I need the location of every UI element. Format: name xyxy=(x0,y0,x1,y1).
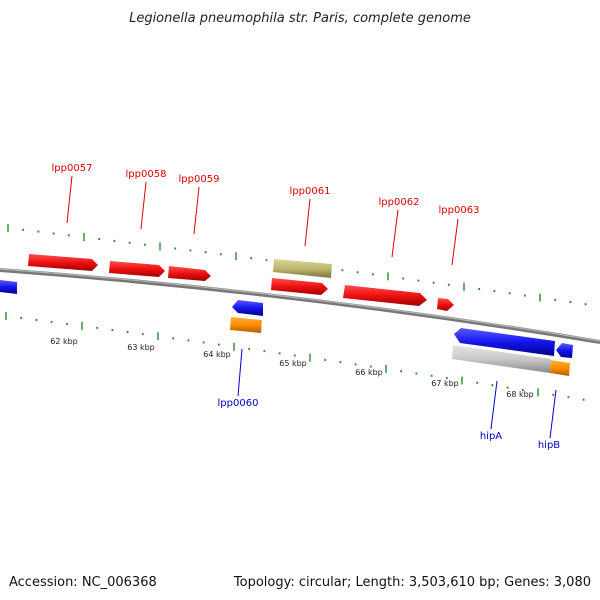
scale-label-65kbp: 65 kbp xyxy=(279,359,307,368)
forward-leader-lines xyxy=(66,175,459,266)
forward-genes xyxy=(28,254,332,281)
reverse-genes xyxy=(230,300,573,376)
gene-lpp0058-arrow[interactable] xyxy=(109,261,165,277)
reverse-gene-labels: lpp0060 hipA hipB xyxy=(218,398,561,451)
upper-tick-track xyxy=(7,224,587,306)
accession-text: Accession: NC_006368 xyxy=(9,575,157,590)
gene-lpp0060-orange[interactable] xyxy=(230,317,262,333)
gene-hipB-orange[interactable] xyxy=(550,360,570,376)
label-lpp0061[interactable]: lpp0061 xyxy=(290,186,331,197)
label-hipB[interactable]: hipB xyxy=(538,440,560,451)
gene-lpp0057-arrow[interactable] xyxy=(28,254,98,271)
map-title: Legionella pneumophila str. Paris, compl… xyxy=(129,11,471,26)
label-lpp0058[interactable]: lpp0058 xyxy=(126,169,167,180)
gene-lpp0059-arrow[interactable] xyxy=(168,266,211,281)
gene-hipA-arrow[interactable] xyxy=(454,328,555,356)
scale-label-63kbp: 63 kbp xyxy=(127,343,155,352)
scale-labels: 62 kbp 63 kbp 64 kbp 65 kbp 66 kbp 67 kb… xyxy=(50,337,534,399)
gene-small-red-arrow[interactable] xyxy=(437,298,454,311)
genome-backbone xyxy=(0,268,600,344)
gene-hipA-gray[interactable] xyxy=(452,345,551,373)
gene-lpp0062-arrow[interactable] xyxy=(271,278,328,295)
genome-summary-text: Topology: circular; Length: 3,503,610 bp… xyxy=(233,575,591,590)
scale-label-62kbp: 62 kbp xyxy=(50,337,78,346)
reverse-leader-lines xyxy=(237,348,557,439)
scale-label-66kbp: 66 kbp xyxy=(355,368,383,377)
gene-lpp0061-pseudo[interactable] xyxy=(273,259,332,278)
lower-tick-track xyxy=(5,312,585,401)
label-hipA[interactable]: hipA xyxy=(480,431,502,442)
gene-left-edge-blue[interactable] xyxy=(0,280,17,294)
scale-label-68kbp: 68 kbp xyxy=(506,390,534,399)
scale-label-64kbp: 64 kbp xyxy=(203,350,231,359)
label-lpp0059[interactable]: lpp0059 xyxy=(179,174,220,185)
label-lpp0063[interactable]: lpp0063 xyxy=(439,205,480,216)
gene-lpp0060-arrow[interactable] xyxy=(232,300,263,316)
label-lpp0057[interactable]: lpp0057 xyxy=(52,163,93,174)
scale-label-67kbp: 67 kbp xyxy=(431,379,459,388)
genome-backbone-highlight xyxy=(0,268,600,342)
gene-hipB-arrow[interactable] xyxy=(556,343,573,358)
forward-gene-labels: lpp0057 lpp0058 lpp0059 lpp0061 lpp0062 … xyxy=(52,163,480,216)
label-lpp0062[interactable]: lpp0062 xyxy=(379,197,420,208)
gene-lpp0063-arrow[interactable] xyxy=(343,285,427,306)
middle-genes xyxy=(0,278,454,311)
label-lpp0060[interactable]: lpp0060 xyxy=(218,398,259,409)
